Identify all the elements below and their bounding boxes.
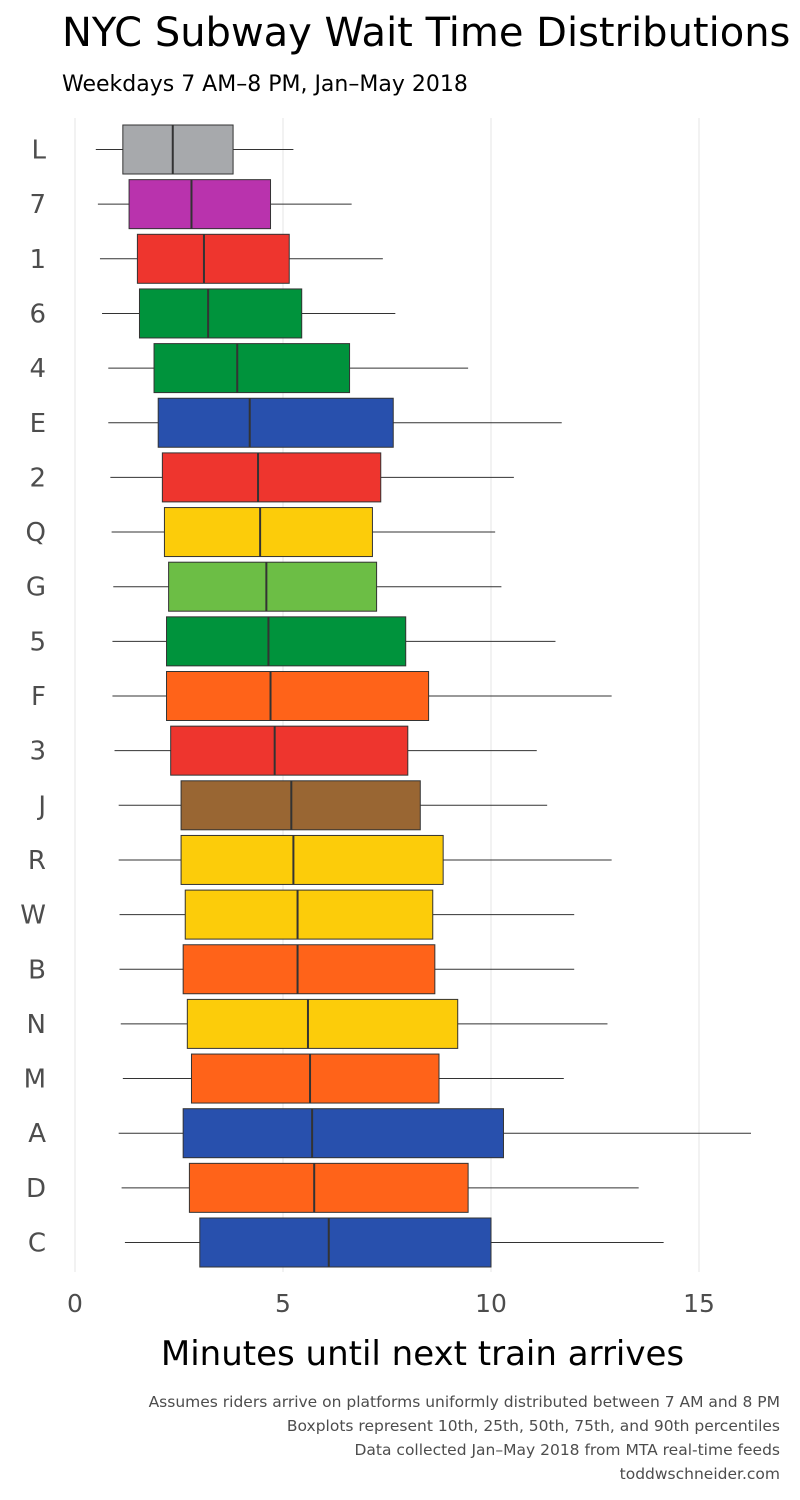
y-tick-label-1: 1 — [29, 245, 46, 275]
y-tick-label-G: G — [26, 573, 46, 603]
box-E — [157, 397, 394, 448]
box-W — [184, 889, 434, 940]
y-tick-label-J: J — [36, 791, 46, 821]
y-tick-label-4: 4 — [29, 354, 46, 384]
y-tick-label-M: M — [24, 1065, 46, 1095]
y-tick-label-N: N — [27, 1010, 46, 1040]
y-tick-label-F: F — [31, 682, 46, 712]
box-G — [168, 561, 378, 612]
caption-line: Data collected Jan–May 2018 from MTA rea… — [354, 1441, 780, 1459]
y-tick-label-R: R — [28, 846, 46, 876]
chart-title: NYC Subway Wait Time Distributions — [62, 10, 791, 56]
x-tick-label: 0 — [67, 1289, 83, 1318]
box-B — [182, 944, 436, 995]
y-tick-label-6: 6 — [29, 299, 46, 329]
y-tick-label-C: C — [28, 1229, 46, 1259]
x-axis-label: Minutes until next train arrives — [160, 1334, 685, 1374]
box-Q — [163, 507, 373, 558]
box-D — [188, 1162, 469, 1213]
x-tick-label: 5 — [275, 1289, 291, 1318]
box-C — [199, 1217, 492, 1268]
box-3 — [170, 725, 409, 776]
box-F — [166, 671, 430, 721]
caption-line: Assumes riders arrive on platforms unifo… — [148, 1393, 780, 1411]
box-N — [186, 998, 459, 1049]
y-tick-label-W: W — [20, 901, 46, 931]
caption-line: Boxplots represent 10th, 25th, 50th, 75t… — [286, 1417, 780, 1435]
box-A — [182, 1108, 504, 1159]
box-4 — [153, 343, 351, 394]
caption-credit: toddwschneider.com — [619, 1465, 780, 1483]
y-tick-label-B: B — [28, 955, 46, 985]
box-5 — [166, 616, 407, 667]
box-L — [122, 124, 234, 175]
y-tick-label-Q: Q — [26, 518, 46, 548]
y-tick-label-2: 2 — [29, 463, 46, 493]
box-M — [190, 1053, 440, 1104]
y-tick-label-L: L — [32, 136, 47, 166]
box-6 — [138, 288, 303, 339]
box-J — [180, 780, 421, 831]
y-tick-label-D: D — [26, 1174, 46, 1204]
box-2 — [161, 452, 382, 503]
box-7 — [128, 179, 272, 230]
x-tick-label: 10 — [475, 1289, 507, 1318]
box-R — [180, 834, 444, 885]
y-tick-label-3: 3 — [29, 737, 46, 767]
y-tick-label-A: A — [28, 1119, 46, 1149]
y-tick-label-5: 5 — [29, 627, 46, 657]
y-tick-label-7: 7 — [29, 190, 46, 220]
chart-subtitle: Weekdays 7 AM–8 PM, Jan–May 2018 — [62, 72, 468, 97]
x-tick-label: 15 — [683, 1289, 715, 1318]
caption-block: Assumes riders arrive on platforms unifo… — [149, 1390, 780, 1486]
y-tick-label-E: E — [30, 409, 46, 439]
box-1 — [136, 233, 290, 284]
